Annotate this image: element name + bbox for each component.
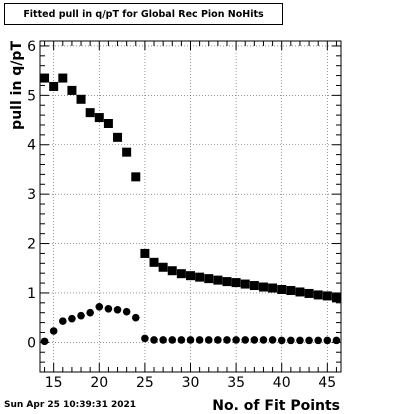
circle-marker [305,336,313,345]
square-marker [213,275,223,285]
square-marker [40,73,50,83]
y-tick-label: 4 [27,138,36,154]
y-tick-label: 1 [27,286,36,302]
square-marker [85,108,95,118]
circle-marker [104,304,113,313]
circle-marker [86,308,94,317]
circle-marker [168,336,177,344]
circle-marker [314,336,322,345]
square-marker [49,81,59,91]
circle-marker [159,336,167,344]
square-marker [331,293,341,303]
circle-marker [113,305,122,314]
circle-marker [296,336,304,345]
circle-marker [122,307,131,316]
x-tick-label: 15 [45,375,63,391]
circle-marker [195,336,204,344]
square-marker [167,266,177,276]
circle-marker [250,336,259,344]
square-marker [286,285,296,295]
circle-marker [241,336,250,344]
square-marker [258,282,268,292]
circle-marker [131,313,140,322]
square-marker [240,279,250,289]
x-tick-label: 25 [136,375,154,391]
square-marker [58,73,68,83]
circle-marker [332,336,341,345]
square-marker [277,284,287,294]
square-marker [322,291,332,301]
square-marker [295,287,305,297]
grid [40,41,341,372]
circle-marker [40,337,49,346]
square-marker [67,85,77,95]
circle-marker [141,334,149,343]
circle-marker [323,336,332,345]
square-marker [158,262,168,272]
square-marker [149,257,159,267]
chart-title: Fitted pull in q/pT for Global Rec Pion … [4,3,283,25]
y-tick-label: 6 [27,39,36,55]
x-tick-label: 30 [182,375,200,391]
circle-marker [186,336,195,344]
circle-marker [204,336,213,344]
circle-marker [268,336,277,344]
circle-marker [223,336,231,344]
circle-marker [259,336,268,344]
y-axis-label: pull in q/pT [9,41,25,130]
circle-marker [59,317,67,325]
square-marker [113,132,123,142]
x-tick-label: 40 [273,375,291,391]
square-marker [176,269,186,279]
square-marker [204,274,214,284]
x-tick-label: 35 [227,375,245,391]
y-tick-label: 3 [27,187,36,203]
square-marker [249,281,259,291]
square-marker [140,248,150,258]
square-marker [76,94,86,104]
circle-marker [277,336,286,345]
square-marker [304,288,314,298]
square-marker [231,278,241,288]
circle-marker [177,336,186,344]
square-marker [122,147,132,157]
square-marker [131,172,141,182]
square-marker [186,271,195,281]
y-tick-label: 0 [27,335,36,351]
timestamp: Sun Apr 25 10:39:31 2021 [4,400,137,410]
circle-marker [287,336,295,345]
y-tick-label: 5 [27,88,36,104]
square-marker [268,283,278,293]
x-tick-label: 45 [318,375,336,391]
circle-marker [150,336,158,344]
circle-marker [95,302,104,311]
y-tick-label: 2 [27,237,36,253]
square-marker [313,290,323,300]
x-axis-label: No. of Fit Points [212,398,340,414]
circle-marker [77,311,85,320]
circle-marker [68,314,76,323]
square-marker [195,272,205,282]
square-marker [103,119,113,129]
square-marker [94,113,104,123]
x-tick-label: 20 [90,375,108,391]
square-marker [222,277,232,287]
data-markers [40,73,341,346]
circle-marker [232,336,240,344]
circle-marker [214,336,222,344]
circle-marker [49,327,58,335]
